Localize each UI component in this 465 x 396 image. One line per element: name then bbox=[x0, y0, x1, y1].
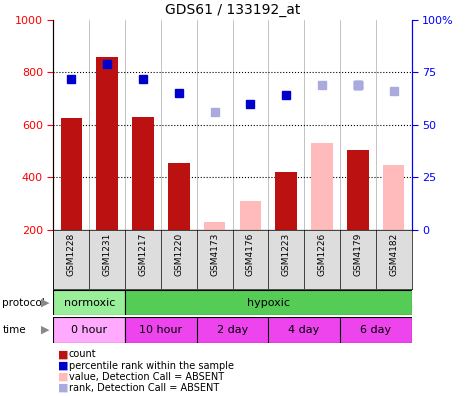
Text: GSM4176: GSM4176 bbox=[246, 232, 255, 276]
Text: ▶: ▶ bbox=[41, 297, 50, 308]
Text: 2 day: 2 day bbox=[217, 325, 248, 335]
Text: rank, Detection Call = ABSENT: rank, Detection Call = ABSENT bbox=[69, 383, 219, 393]
Bar bbox=[96, 57, 118, 230]
Bar bbox=[60, 118, 82, 230]
Bar bbox=[383, 166, 405, 230]
Text: time: time bbox=[2, 325, 26, 335]
Text: GSM1226: GSM1226 bbox=[318, 232, 326, 276]
Text: 4 day: 4 day bbox=[288, 325, 320, 335]
Bar bbox=[168, 163, 190, 230]
Text: value, Detection Call = ABSENT: value, Detection Call = ABSENT bbox=[69, 371, 224, 382]
Text: 6 day: 6 day bbox=[360, 325, 391, 335]
Text: protocol: protocol bbox=[2, 297, 45, 308]
Text: 0 hour: 0 hour bbox=[71, 325, 107, 335]
Bar bbox=[204, 222, 226, 230]
Text: 10 hour: 10 hour bbox=[140, 325, 182, 335]
Bar bbox=[275, 172, 297, 230]
Bar bbox=[125, 317, 197, 343]
Text: normoxic: normoxic bbox=[64, 297, 115, 308]
Text: GSM1220: GSM1220 bbox=[174, 232, 183, 276]
Text: GSM1228: GSM1228 bbox=[67, 232, 76, 276]
Text: ■: ■ bbox=[58, 371, 69, 382]
Bar bbox=[311, 143, 333, 230]
Text: ■: ■ bbox=[58, 383, 69, 393]
Text: GSM4179: GSM4179 bbox=[353, 232, 362, 276]
Text: ■: ■ bbox=[58, 360, 69, 371]
Bar bbox=[125, 290, 412, 315]
Bar bbox=[268, 317, 340, 343]
Text: count: count bbox=[69, 349, 96, 360]
Bar bbox=[197, 317, 268, 343]
Text: GSM1231: GSM1231 bbox=[103, 232, 112, 276]
Text: ■: ■ bbox=[58, 349, 69, 360]
Title: GDS61 / 133192_at: GDS61 / 133192_at bbox=[165, 4, 300, 17]
Text: GSM1217: GSM1217 bbox=[139, 232, 147, 276]
Text: hypoxic: hypoxic bbox=[247, 297, 290, 308]
Text: GSM4173: GSM4173 bbox=[210, 232, 219, 276]
Bar bbox=[239, 201, 261, 230]
Text: GSM4182: GSM4182 bbox=[389, 232, 398, 276]
Bar bbox=[340, 317, 412, 343]
Bar bbox=[347, 150, 369, 230]
Bar bbox=[53, 317, 125, 343]
Text: GSM1223: GSM1223 bbox=[282, 232, 291, 276]
Text: ▶: ▶ bbox=[41, 325, 50, 335]
Bar bbox=[132, 117, 154, 230]
Text: percentile rank within the sample: percentile rank within the sample bbox=[69, 360, 234, 371]
Bar bbox=[53, 290, 125, 315]
